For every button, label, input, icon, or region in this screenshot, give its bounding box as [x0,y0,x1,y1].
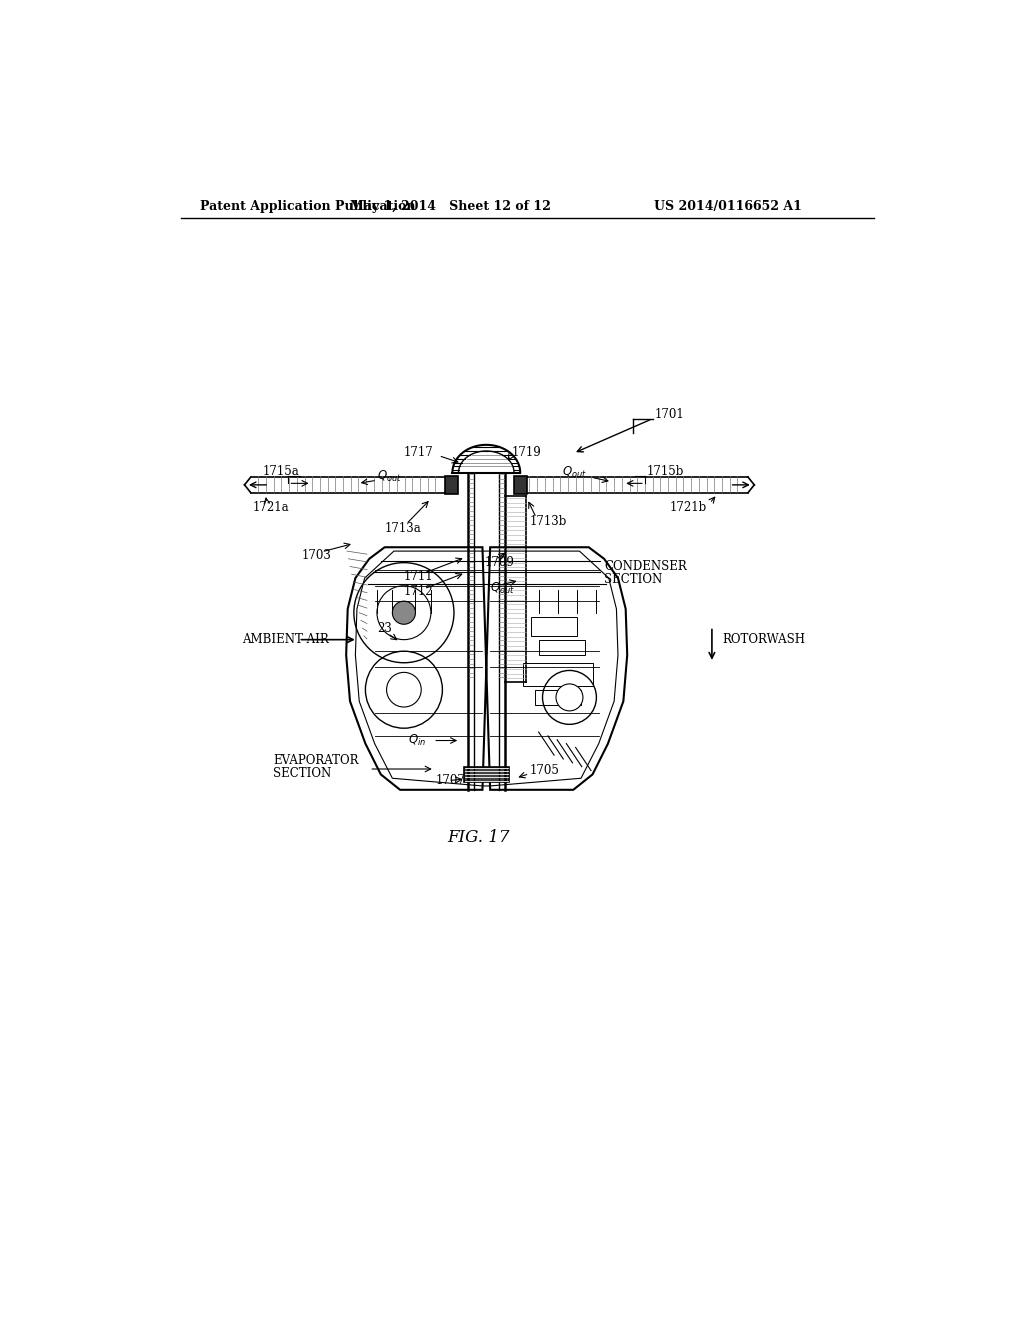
Text: 1707: 1707 [435,774,465,787]
Text: 1713a: 1713a [385,521,422,535]
Text: 1717: 1717 [403,446,433,459]
Text: Patent Application Publication: Patent Application Publication [200,199,416,213]
Text: $Q_{out}$: $Q_{out}$ [562,465,587,480]
Text: SECTION: SECTION [604,573,663,586]
Text: ROTORWASH: ROTORWASH [722,634,805,647]
Bar [539,640,585,655]
Polygon shape [444,475,458,494]
Circle shape [392,601,416,624]
Bar [531,616,578,636]
Circle shape [556,684,583,711]
Text: US 2014/0116652 A1: US 2014/0116652 A1 [654,199,802,213]
Text: 1709: 1709 [484,556,515,569]
Text: 1712: 1712 [403,585,433,598]
Bar [523,663,593,686]
Polygon shape [464,767,509,781]
Text: EVAPORATOR: EVAPORATOR [273,754,358,767]
Text: 1719: 1719 [512,446,542,459]
Text: CONDENSER: CONDENSER [604,560,687,573]
Text: 1715b: 1715b [646,465,684,478]
Text: 1721a: 1721a [252,500,289,513]
Text: 1711: 1711 [403,570,433,583]
Circle shape [387,672,421,708]
Text: 1701: 1701 [654,408,684,421]
Text: 1703: 1703 [301,549,332,562]
Text: $Q_{out}$: $Q_{out}$ [490,581,515,595]
Text: 1713b: 1713b [529,515,567,528]
Text: SECTION: SECTION [273,767,331,780]
Text: FIG. 17: FIG. 17 [447,829,510,846]
Text: AMBIENT AIR: AMBIENT AIR [243,634,329,647]
Bar [535,690,581,705]
Text: 1721b: 1721b [670,500,707,513]
Text: $Q_{out}$: $Q_{out}$ [377,469,402,484]
Text: 23: 23 [377,622,392,635]
Text: May 1, 2014   Sheet 12 of 12: May 1, 2014 Sheet 12 of 12 [349,199,551,213]
Polygon shape [514,475,527,494]
Circle shape [377,586,431,640]
Text: 1715a: 1715a [263,465,300,478]
Text: $Q_{in}$: $Q_{in}$ [408,733,426,748]
Text: 1705: 1705 [529,764,559,777]
